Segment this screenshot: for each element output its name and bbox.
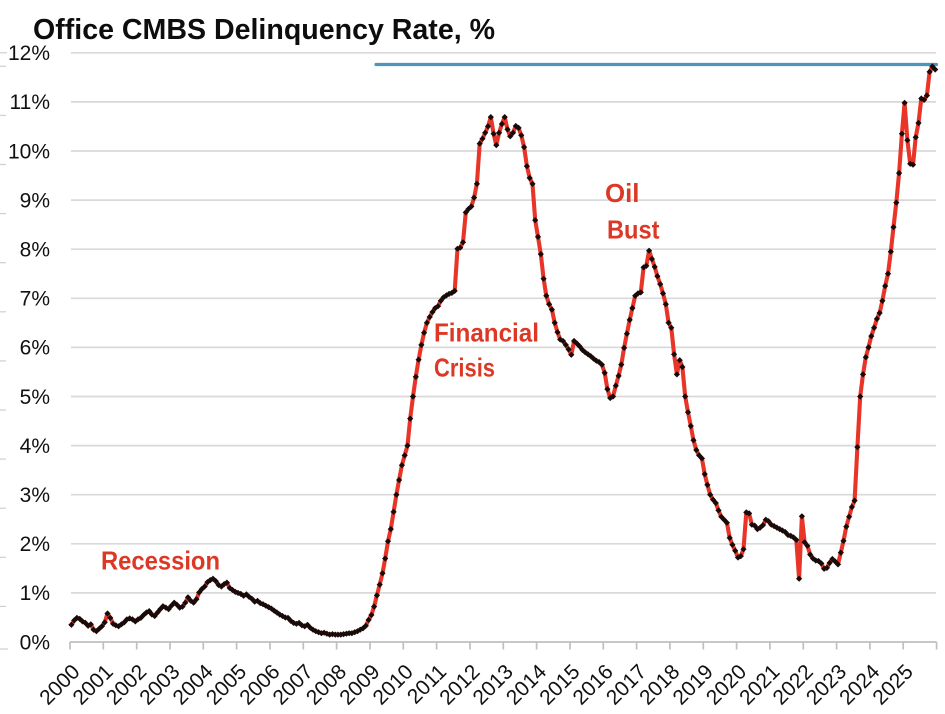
svg-text:12%: 12% [8, 42, 50, 65]
svg-text:8%: 8% [20, 239, 50, 262]
svg-text:Oil: Oil [605, 178, 640, 208]
svg-text:Bust: Bust [607, 215, 660, 245]
svg-text:3%: 3% [20, 484, 50, 507]
svg-text:0%: 0% [20, 631, 50, 654]
svg-text:4%: 4% [20, 435, 50, 458]
svg-text:2%: 2% [20, 533, 50, 556]
svg-text:Recession: Recession [101, 546, 220, 576]
svg-text:7%: 7% [20, 288, 50, 311]
svg-text:9%: 9% [20, 189, 50, 212]
svg-text:Financial: Financial [434, 318, 539, 348]
svg-text:6%: 6% [20, 337, 50, 360]
svg-text:11%: 11% [10, 91, 50, 114]
svg-text:5%: 5% [20, 386, 50, 409]
svg-text:Office CMBS Delinquency Rate,: Office CMBS Delinquency Rate, % [33, 14, 495, 46]
svg-text:10%: 10% [8, 140, 50, 163]
svg-text:1%: 1% [20, 582, 50, 605]
svg-text:Crisis: Crisis [434, 353, 495, 383]
